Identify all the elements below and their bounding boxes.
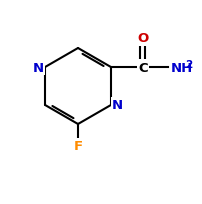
Text: 2: 2 [184,60,191,70]
Text: N: N [111,99,122,112]
Text: NH: NH [170,61,192,74]
Text: C: C [137,61,147,74]
Text: O: O [137,32,148,45]
Text: N: N [33,61,44,74]
Text: F: F [73,140,82,153]
